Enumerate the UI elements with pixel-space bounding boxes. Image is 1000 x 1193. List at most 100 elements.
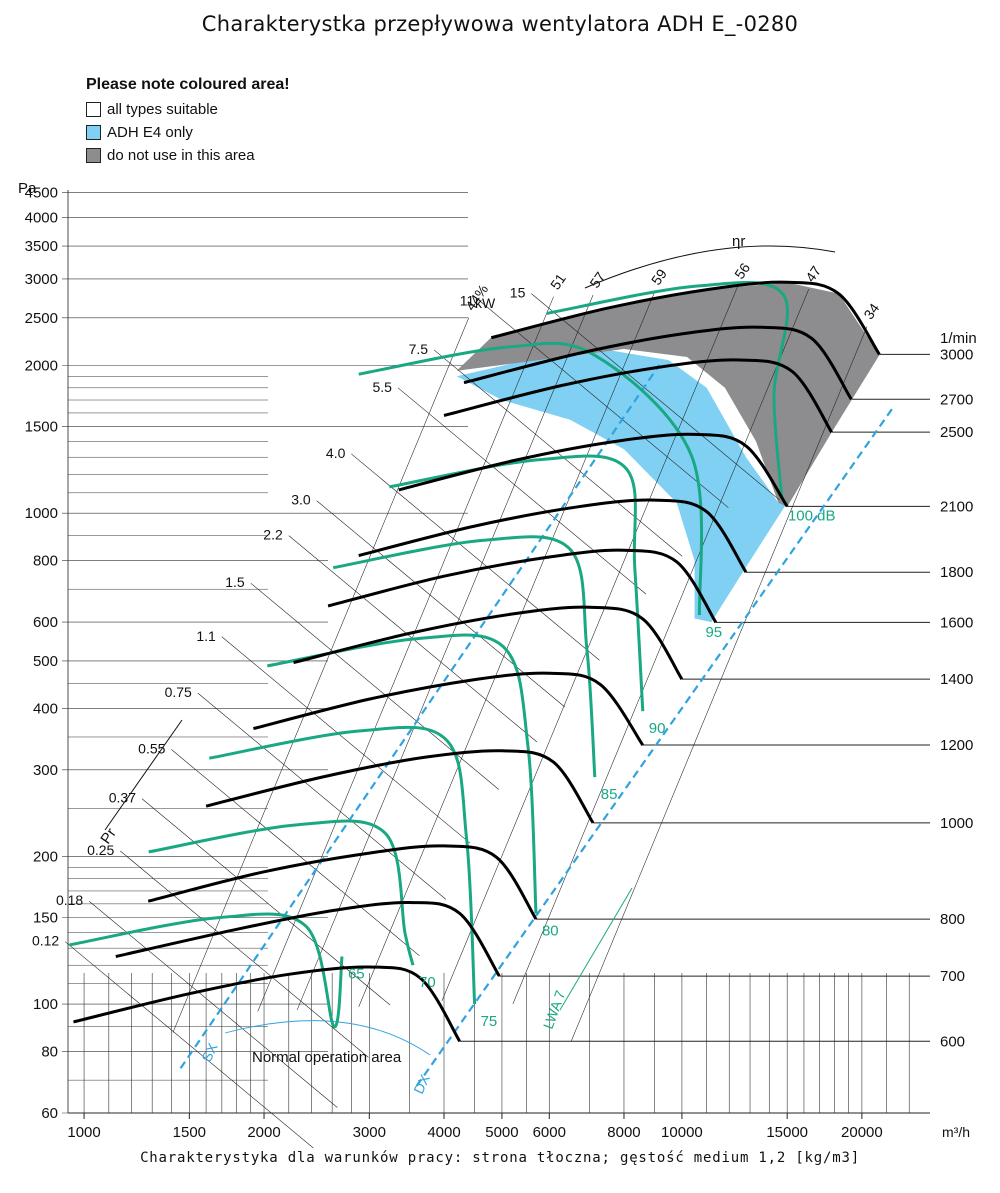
grid-layer <box>62 190 930 1119</box>
power-label-4.0: 4.0 <box>326 445 346 461</box>
speed-curve-700 <box>115 900 501 977</box>
legend-item-all-types: all types suitable <box>86 98 290 121</box>
sound-curve-85 <box>332 535 597 778</box>
sound-curve-70 <box>148 819 415 966</box>
system-label-dx: DX <box>410 1071 433 1096</box>
legend-item-do-not-use: do not use in this area <box>86 144 290 167</box>
adh-e4-area <box>456 349 788 623</box>
sound-label-95: 95 <box>705 624 722 641</box>
legend-item-adh-e4: ADH E4 only <box>86 121 290 144</box>
speed-label-2700: 2700 <box>940 391 973 408</box>
x-tick-label: 1000 <box>67 1124 100 1141</box>
y-tick-label: 60 <box>41 1105 58 1122</box>
power-label-5.5: 5.5 <box>372 379 392 395</box>
speed-label-3000: 3000 <box>940 346 973 363</box>
x-tick-label: 2000 <box>247 1124 280 1141</box>
y-tick-label: 4500 <box>25 184 58 201</box>
speed-label-2100: 2100 <box>940 498 973 515</box>
y-tick-label: 800 <box>33 553 58 570</box>
speed-curve-2700 <box>463 325 853 401</box>
area-layer <box>456 282 880 623</box>
pressure-axis-arrow <box>104 719 183 831</box>
power-label-2.2: 2.2 <box>263 527 283 543</box>
power-line-4.0 <box>351 453 600 661</box>
power-label-0.25: 0.25 <box>87 842 114 858</box>
speed-label-600: 600 <box>940 1033 965 1050</box>
system-label-sx: SX <box>198 1040 221 1064</box>
efficiency-label-56: 56 <box>731 260 753 282</box>
legend-title: Please note coloured area! <box>86 76 290 93</box>
efficiency-line <box>172 317 470 1033</box>
power-label-0.75: 0.75 <box>165 684 192 700</box>
efficiency-label-51: 51 <box>547 270 569 292</box>
speed-label-1800: 1800 <box>940 564 973 581</box>
power-label-7.5: 7.5 <box>409 341 429 357</box>
y-axis-unit: Pa <box>18 180 37 197</box>
power-label-1.1: 1.1 <box>196 628 216 644</box>
power-unit-label: kW <box>475 295 496 311</box>
efficiency-line <box>570 326 868 1042</box>
y-tick-label: 2000 <box>25 357 58 374</box>
y-tick-label: 1500 <box>25 419 58 436</box>
sound-label-80: 80 <box>542 922 559 939</box>
power-label-0.12: 0.12 <box>32 933 59 949</box>
y-tick-label: 300 <box>33 762 58 779</box>
y-tick-label: 150 <box>33 910 58 927</box>
y-tick-label: 2500 <box>25 310 58 327</box>
power-label-0.18: 0.18 <box>56 892 83 908</box>
sound-label-85: 85 <box>601 786 618 803</box>
power-label-11: 11 <box>460 292 475 308</box>
y-tick-label: 3000 <box>25 271 58 288</box>
power-label-15: 15 <box>510 285 526 301</box>
sound-curve-65 <box>69 912 344 1029</box>
speed-curve-1600 <box>327 548 718 624</box>
legend-swatch-white <box>86 102 101 117</box>
speed-curve-1000 <box>205 749 595 824</box>
sound-label-65: 65 <box>348 966 365 983</box>
speed-label-1600: 1600 <box>940 614 973 631</box>
sound-curve-90 <box>389 454 645 712</box>
efficiency-label-34: 34 <box>860 300 882 322</box>
power-line-0.75 <box>197 692 447 900</box>
y-tick-label: 1000 <box>25 505 58 522</box>
do-not-use-area <box>456 282 880 507</box>
sound-curve-80 <box>267 633 538 914</box>
efficiency-line <box>441 286 739 1002</box>
efficiency-label-59: 59 <box>648 266 670 288</box>
efficiency-arrow <box>584 245 836 289</box>
speed-curve-800 <box>147 844 538 920</box>
speed-curve-600 <box>73 965 461 1043</box>
legend-label-adh-e4: ADH E4 only <box>107 124 193 141</box>
labels-layer: 1000 1500 2000 3000 4000 5000 6000 8000 10000 150… <box>18 180 977 1141</box>
x-tick-label: 5000 <box>485 1124 518 1141</box>
power-line-0.37 <box>141 798 391 1006</box>
power-line-7.5 <box>433 349 683 557</box>
system-lines-layer <box>179 364 896 1087</box>
efficiency-axis-label: ηr <box>732 233 745 250</box>
power-line-0.25 <box>120 850 369 1058</box>
power-label-3.0: 3.0 <box>291 492 311 508</box>
speed-curve-2500 <box>443 358 833 434</box>
y-tick-label: 100 <box>33 996 58 1013</box>
sound-label-75: 75 <box>481 1013 498 1030</box>
legend: Please note coloured area! all types sui… <box>86 76 290 167</box>
power-label-0.37: 0.37 <box>109 790 136 806</box>
y-tick-label: 500 <box>33 653 58 670</box>
speed-label-800: 800 <box>940 911 965 928</box>
speed-curve-1200 <box>253 671 645 746</box>
legend-label-do-not-use: do not use in this area <box>107 147 255 164</box>
x-tick-label: 4000 <box>427 1124 460 1141</box>
sound-curve-75 <box>209 725 477 1005</box>
x-tick-label: 15000 <box>766 1124 808 1141</box>
x-tick-label: 8000 <box>607 1124 640 1141</box>
speed-curve-1400 <box>293 605 684 681</box>
efficiency-line <box>512 288 810 1004</box>
speed-label-2500: 2500 <box>940 424 973 441</box>
sound-label-100-dB: 100 dB <box>788 508 836 525</box>
speed-label-1200: 1200 <box>940 737 973 754</box>
power-label-1.5: 1.5 <box>225 574 245 590</box>
sound-curve-95 <box>358 341 704 616</box>
x-tick-label: 1500 <box>173 1124 206 1141</box>
speed-curve-2100 <box>398 432 789 508</box>
